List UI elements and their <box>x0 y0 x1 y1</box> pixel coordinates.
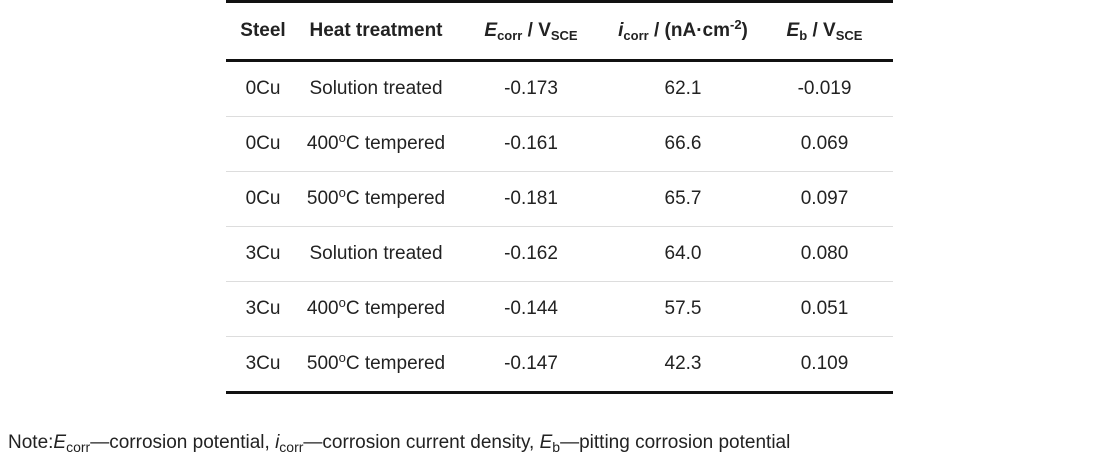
eb-subscript: b <box>799 28 808 43</box>
eb-unit-subscript: SCE <box>835 28 863 43</box>
col-header-eb: Eb / VSCE <box>756 2 893 61</box>
note-eb-symbol: E <box>539 432 553 453</box>
cell-icorr: 57.5 <box>664 298 702 319</box>
degree-superscript: o <box>338 295 346 310</box>
treatment-suffix: C tempered <box>345 298 446 319</box>
cell-eb: 0.109 <box>800 353 849 374</box>
table-row: 3Cu 400oC tempered -0.144 57.5 0.051 <box>226 282 893 337</box>
note-ecorr-symbol: E <box>53 432 67 453</box>
col-header-icorr: icorr / (nA·cm-2) <box>610 2 756 61</box>
col-header-ecorr: Ecorr / VSCE <box>452 2 610 61</box>
cell-steel: 3Cu <box>245 298 281 319</box>
cell-eb: 0.051 <box>800 298 849 319</box>
table-row: 0Cu 400oC tempered -0.161 66.6 0.069 <box>226 117 893 172</box>
note-icorr-subscript: corr <box>279 439 304 455</box>
cell-eb: 0.097 <box>800 188 849 209</box>
cell-eb: 0.069 <box>800 133 849 154</box>
cell-eb: -0.019 <box>797 78 852 99</box>
col-header-heat-treatment: Heat treatment <box>309 20 443 41</box>
eb-unit: / V <box>807 20 836 41</box>
table-header: Steel Heat treatment Ecorr / VSCE icorr … <box>226 1 893 61</box>
cell-heat-treatment: 500oC tempered <box>300 337 452 393</box>
table-row: 3Cu 500oC tempered -0.147 42.3 0.109 <box>226 337 893 393</box>
note-icorr-desc: —corrosion current density, <box>303 432 540 453</box>
ecorr-unit: / V <box>522 20 551 41</box>
icorr-unit: / (nA·cm <box>648 20 730 41</box>
treatment-text: Solution treated <box>309 243 443 264</box>
treatment-text: 500 <box>306 353 339 374</box>
cell-ecorr: -0.162 <box>504 243 558 264</box>
cell-steel: 0Cu <box>245 188 281 209</box>
note-ecorr-desc: —corrosion potential, <box>90 432 276 453</box>
cell-heat-treatment: 400oC tempered <box>300 282 452 337</box>
table-row: 0Cu 500oC tempered -0.181 65.7 0.097 <box>226 172 893 227</box>
header-row: Steel Heat treatment Ecorr / VSCE icorr … <box>226 1 893 61</box>
treatment-suffix: C tempered <box>345 188 446 209</box>
cell-heat-treatment: 400oC tempered <box>300 117 452 172</box>
cell-steel: 0Cu <box>245 133 281 154</box>
icorr-symbol: i <box>618 20 624 41</box>
cell-steel: 0Cu <box>245 78 281 99</box>
table-body: 0Cu Solution treated -0.173 62.1 -0.019 0Cu 40… <box>226 61 893 393</box>
treatment-suffix: C tempered <box>345 133 446 154</box>
note-icorr-symbol: i <box>275 432 280 453</box>
cell-ecorr: -0.173 <box>504 78 558 99</box>
cell-eb: 0.080 <box>800 243 849 264</box>
treatment-text: 400 <box>306 133 339 154</box>
cell-ecorr: -0.181 <box>504 188 558 209</box>
note-eb-desc: —pitting corrosion potential <box>560 432 791 453</box>
cell-steel: 3Cu <box>245 353 281 374</box>
cell-icorr: 65.7 <box>664 188 702 209</box>
cell-icorr: 62.1 <box>664 78 702 99</box>
icorr-unit-superscript: -2 <box>729 17 742 32</box>
data-table-container: Steel Heat treatment Ecorr / VSCE icorr … <box>226 0 893 394</box>
treatment-suffix: C tempered <box>345 353 446 374</box>
table-note: Note:Ecorr—corrosion potential, icorr—co… <box>8 432 790 454</box>
table-row: 0Cu Solution treated -0.173 62.1 -0.019 <box>226 61 893 117</box>
treatment-text: 400 <box>306 298 339 319</box>
degree-superscript: o <box>338 130 346 145</box>
cell-heat-treatment: Solution treated <box>300 227 452 282</box>
cell-steel: 3Cu <box>245 243 281 264</box>
cell-ecorr: -0.144 <box>504 298 558 319</box>
col-header-steel: Steel <box>240 20 286 41</box>
icorr-unit-close: ) <box>741 20 748 41</box>
degree-superscript: o <box>338 350 346 365</box>
cell-ecorr: -0.161 <box>504 133 558 154</box>
treatment-text: 500 <box>306 188 339 209</box>
treatment-text: Solution treated <box>309 78 443 99</box>
cell-heat-treatment: 500oC tempered <box>300 172 452 227</box>
degree-superscript: o <box>338 185 346 200</box>
table-row: 3Cu Solution treated -0.162 64.0 0.080 <box>226 227 893 282</box>
cell-icorr: 64.0 <box>664 243 702 264</box>
cell-icorr: 42.3 <box>664 353 702 374</box>
note-ecorr-subscript: corr <box>66 439 91 455</box>
icorr-subscript: corr <box>623 28 649 43</box>
ecorr-unit-subscript: SCE <box>550 28 578 43</box>
cell-ecorr: -0.147 <box>504 353 558 374</box>
eb-symbol: E <box>786 20 800 41</box>
note-prefix: Note: <box>8 432 54 453</box>
ecorr-symbol: E <box>484 20 498 41</box>
note-eb-subscript: b <box>552 439 561 455</box>
ecorr-subscript: corr <box>497 28 523 43</box>
cell-icorr: 66.6 <box>664 133 702 154</box>
cell-heat-treatment: Solution treated <box>300 61 452 117</box>
corrosion-data-table: Steel Heat treatment Ecorr / VSCE icorr … <box>226 0 893 394</box>
